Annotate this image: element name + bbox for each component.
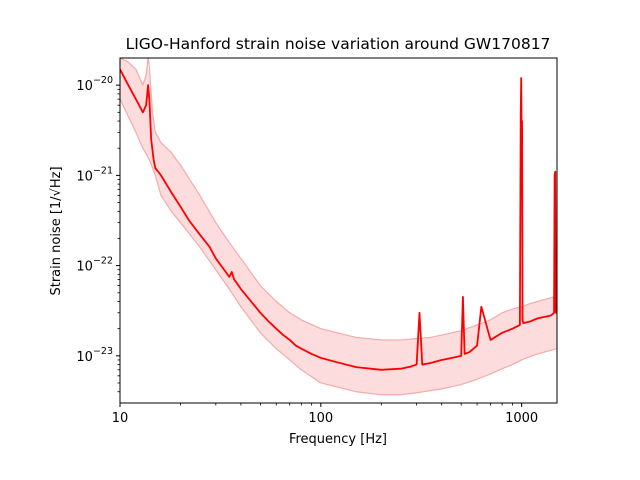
y-tick-label: 10−23 [76, 346, 113, 365]
percentile-band [120, 58, 557, 395]
plot-frame [119, 57, 558, 404]
upper-percentile-line [120, 58, 557, 341]
chart-title: LIGO-Hanford strain noise variation arou… [126, 35, 551, 53]
x-axis-label: Frequency [Hz] [289, 432, 387, 447]
plot-layer [120, 58, 557, 396]
x-tick-label: 1000 [505, 411, 538, 426]
lower-percentile-line [120, 98, 557, 396]
x-tick-label: 100 [308, 411, 333, 426]
y-tick-label: 10−22 [76, 256, 113, 275]
median-noise-line [120, 68, 557, 371]
tick-layer: 10 100 1000 10−23 10−22 10−21 10−20 [76, 75, 538, 426]
x-tick-label: 10 [112, 411, 129, 426]
y-tick-label: 10−21 [76, 165, 113, 184]
y-axis-label: Strain noise [1/√Hz] [49, 166, 64, 295]
y-tick-label: 10−20 [76, 75, 113, 94]
